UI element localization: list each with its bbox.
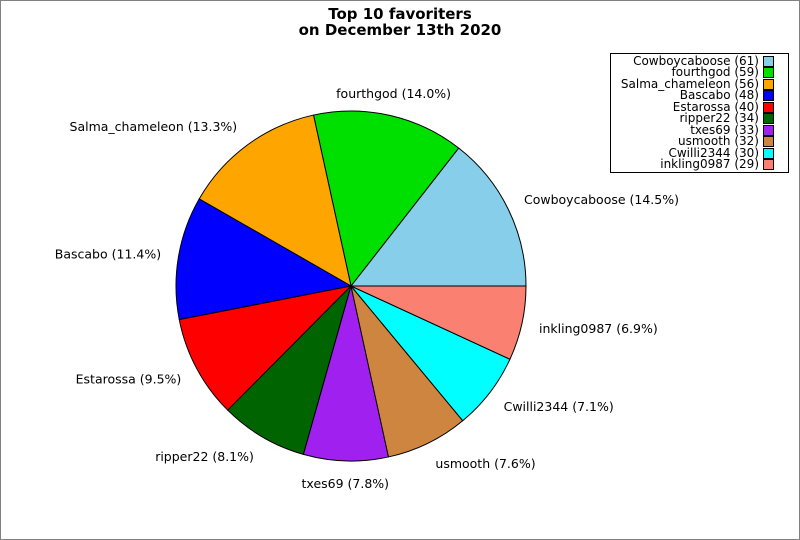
pie-slice-label: txes69 (7.8%) — [302, 476, 390, 491]
legend-swatch — [763, 90, 774, 102]
legend-item-Estarossa: Estarossa (40) — [611, 99, 788, 114]
legend-swatch — [763, 113, 774, 125]
legend-item-label: txes69 (33) — [690, 122, 759, 137]
legend-swatch — [763, 147, 774, 159]
pie-slice-Bascabo — [175, 198, 352, 321]
pie-slice-label: ripper22 (8.1%) — [155, 449, 254, 464]
chart-title: Top 10 favoriters on December 13th 2020 — [1, 5, 799, 39]
legend-item-ripper22: ripper22 (34) — [611, 111, 788, 125]
pie-slice-Salma_chameleon — [198, 114, 352, 287]
legend-swatch — [763, 101, 774, 113]
pie-slice-Cowboycaboose — [350, 147, 527, 287]
legend-item-label: fourthgod (59) — [671, 65, 759, 79]
pie-slice-label: usmooth (7.6%) — [435, 456, 535, 471]
legend-item-label: Bascabo (48) — [679, 88, 759, 102]
pie-slice-label: Cowboycaboose (14.5%) — [524, 192, 679, 207]
legend-item-Cowboycaboose: Cowboycaboose (61) — [611, 53, 788, 68]
legend-item-label: Estarossa (40) — [672, 99, 759, 114]
chart-title-line1: Top 10 favoriters — [328, 5, 472, 23]
legend-swatch — [763, 159, 774, 171]
legend-item-txes69: txes69 (33) — [611, 122, 788, 137]
pie-slice-label: Salma_chameleon (13.3%) — [70, 119, 238, 134]
legend: Cowboycaboose (61) fourthgod (59) Salma_ch… — [610, 53, 789, 173]
pie-slice-Estarossa — [178, 285, 352, 411]
legend-item-label: usmooth (32) — [678, 134, 759, 148]
legend-swatch — [763, 136, 774, 148]
pie-slice-label: inkling0987 (6.9%) — [539, 321, 658, 336]
legend-item-fourthgod: fourthgod (59) — [611, 65, 788, 79]
pie-slice-ripper22 — [227, 285, 352, 455]
legend-item-usmooth: usmooth (32) — [611, 134, 788, 148]
pie-slice-label: fourthgod (14.0%) — [336, 86, 451, 101]
legend-item-label: ripper22 (34) — [679, 111, 759, 125]
legend-item-label: Salma_chameleon (56) — [620, 76, 759, 91]
legend-item-Cwilli2344: Cwilli2344 (30) — [611, 145, 788, 160]
legend-item-Salma_chameleon: Salma_chameleon (56) — [611, 76, 788, 91]
pie-slice-inkling0987 — [350, 285, 527, 360]
pie-slice-fourthgod — [313, 110, 460, 287]
chart-title-line2: on December 13th 2020 — [298, 20, 502, 39]
pie-slice-label: Bascabo (11.4%) — [55, 246, 161, 261]
pie-slice-label: Cwilli2344 (7.1%) — [504, 399, 614, 414]
legend-item-label: inkling0987 (29) — [660, 157, 759, 171]
pie-slice-label: Estarossa (9.5%) — [76, 372, 182, 387]
pie-slice-labels: Cowboycaboose (14.5%) fourthgod (14.0%) Sa… — [55, 86, 679, 491]
legend-swatch — [763, 55, 774, 67]
legend-item-inkling0987: inkling0987 (29) — [611, 157, 788, 171]
legend-swatch — [763, 124, 774, 136]
legend-swatch — [763, 67, 774, 79]
pie-slices — [175, 110, 527, 462]
legend-item-label: Cwilli2344 (30) — [668, 145, 759, 160]
legend-item-label: Cowboycaboose (61) — [633, 53, 759, 68]
legend-item-Bascabo: Bascabo (48) — [611, 88, 788, 102]
legend-swatch — [763, 78, 774, 90]
